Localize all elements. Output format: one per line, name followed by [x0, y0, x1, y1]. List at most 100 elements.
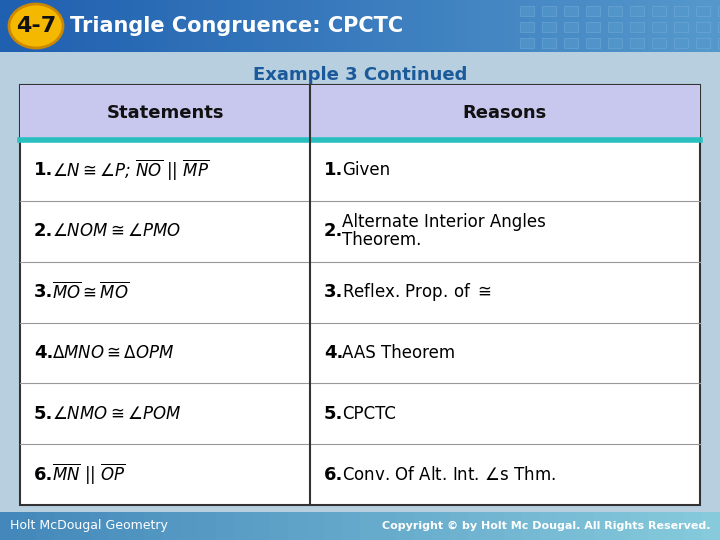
- Text: 3.: 3.: [324, 283, 343, 301]
- Bar: [396, 512, 415, 540]
- Bar: [300, 0, 313, 52]
- Bar: [586, 6, 600, 16]
- Bar: [636, 0, 649, 52]
- Bar: [408, 0, 421, 52]
- Bar: [384, 0, 397, 52]
- Text: $\angle N \cong \angle P$; $\overline{NO}$ || $\overline{MP}$: $\angle N \cong \angle P$; $\overline{NO…: [52, 158, 210, 183]
- Text: 5.: 5.: [324, 405, 343, 423]
- Bar: [168, 0, 181, 52]
- Bar: [12, 0, 25, 52]
- Bar: [542, 22, 556, 32]
- Bar: [432, 512, 451, 540]
- Bar: [540, 0, 553, 52]
- Text: Copyright © by Holt Mc Dougal. All Rights Reserved.: Copyright © by Holt Mc Dougal. All Right…: [382, 521, 710, 531]
- Bar: [20, 85, 700, 505]
- Bar: [480, 0, 493, 52]
- Text: $\overline{MN}$ || $\overline{OP}$: $\overline{MN}$ || $\overline{OP}$: [52, 462, 126, 487]
- Bar: [608, 38, 622, 48]
- Bar: [414, 512, 433, 540]
- Text: $\angle NMO \cong \angle POM$: $\angle NMO \cong \angle POM$: [52, 405, 181, 423]
- Bar: [132, 0, 145, 52]
- Bar: [444, 0, 457, 52]
- Bar: [72, 0, 85, 52]
- Bar: [156, 0, 169, 52]
- Bar: [312, 0, 325, 52]
- Bar: [234, 512, 253, 540]
- Bar: [520, 22, 534, 32]
- Bar: [504, 512, 523, 540]
- Bar: [630, 22, 644, 32]
- Bar: [360, 0, 373, 52]
- Text: Example 3 Continued: Example 3 Continued: [253, 66, 467, 84]
- Bar: [20, 85, 700, 140]
- Text: 1.: 1.: [34, 161, 53, 179]
- Bar: [96, 0, 109, 52]
- Bar: [674, 22, 688, 32]
- Bar: [564, 0, 577, 52]
- Text: 2.: 2.: [34, 222, 53, 240]
- Bar: [684, 0, 697, 52]
- Bar: [486, 512, 505, 540]
- Bar: [586, 38, 600, 48]
- Bar: [612, 0, 625, 52]
- Bar: [372, 0, 385, 52]
- Bar: [144, 512, 163, 540]
- Bar: [0, 512, 720, 540]
- Bar: [120, 0, 133, 52]
- Ellipse shape: [9, 4, 63, 48]
- Bar: [648, 0, 661, 52]
- Text: 6.: 6.: [324, 465, 343, 484]
- Text: AAS Theorem: AAS Theorem: [342, 344, 455, 362]
- Bar: [718, 6, 720, 16]
- Bar: [594, 512, 613, 540]
- Bar: [306, 512, 325, 540]
- Bar: [36, 512, 55, 540]
- Text: Triangle Congruence: CPCTC: Triangle Congruence: CPCTC: [70, 16, 403, 36]
- Bar: [576, 0, 589, 52]
- Bar: [162, 512, 181, 540]
- Bar: [540, 512, 559, 540]
- Bar: [600, 0, 613, 52]
- Text: 4.: 4.: [324, 344, 343, 362]
- Bar: [492, 0, 505, 52]
- Bar: [648, 512, 667, 540]
- Bar: [652, 6, 666, 16]
- Text: 1.: 1.: [324, 161, 343, 179]
- Bar: [696, 6, 710, 16]
- Bar: [126, 512, 145, 540]
- Bar: [468, 0, 481, 52]
- Bar: [180, 0, 193, 52]
- Bar: [264, 0, 277, 52]
- Text: 6.: 6.: [34, 465, 53, 484]
- Bar: [516, 0, 529, 52]
- Bar: [72, 512, 91, 540]
- Bar: [432, 0, 445, 52]
- Bar: [36, 0, 49, 52]
- Bar: [504, 0, 517, 52]
- Bar: [48, 0, 61, 52]
- Bar: [558, 512, 577, 540]
- Bar: [348, 0, 361, 52]
- Bar: [630, 6, 644, 16]
- Bar: [192, 0, 205, 52]
- Bar: [684, 512, 703, 540]
- Bar: [288, 512, 307, 540]
- Text: Reasons: Reasons: [463, 104, 547, 122]
- Text: 5.: 5.: [34, 405, 53, 423]
- Bar: [336, 0, 349, 52]
- Bar: [564, 6, 578, 16]
- Bar: [552, 0, 565, 52]
- Text: $\Delta MNO \cong \Delta OPM$: $\Delta MNO \cong \Delta OPM$: [52, 344, 174, 362]
- Bar: [696, 22, 710, 32]
- Bar: [180, 512, 199, 540]
- Text: Conv. Of Alt. Int. $\angle$s Thm.: Conv. Of Alt. Int. $\angle$s Thm.: [342, 465, 556, 484]
- Bar: [520, 6, 534, 16]
- Bar: [216, 0, 229, 52]
- Bar: [324, 512, 343, 540]
- Bar: [630, 38, 644, 48]
- Text: Holt McDougal Geometry: Holt McDougal Geometry: [10, 519, 168, 532]
- Bar: [652, 38, 666, 48]
- Bar: [108, 512, 127, 540]
- Bar: [270, 512, 289, 540]
- Bar: [522, 512, 541, 540]
